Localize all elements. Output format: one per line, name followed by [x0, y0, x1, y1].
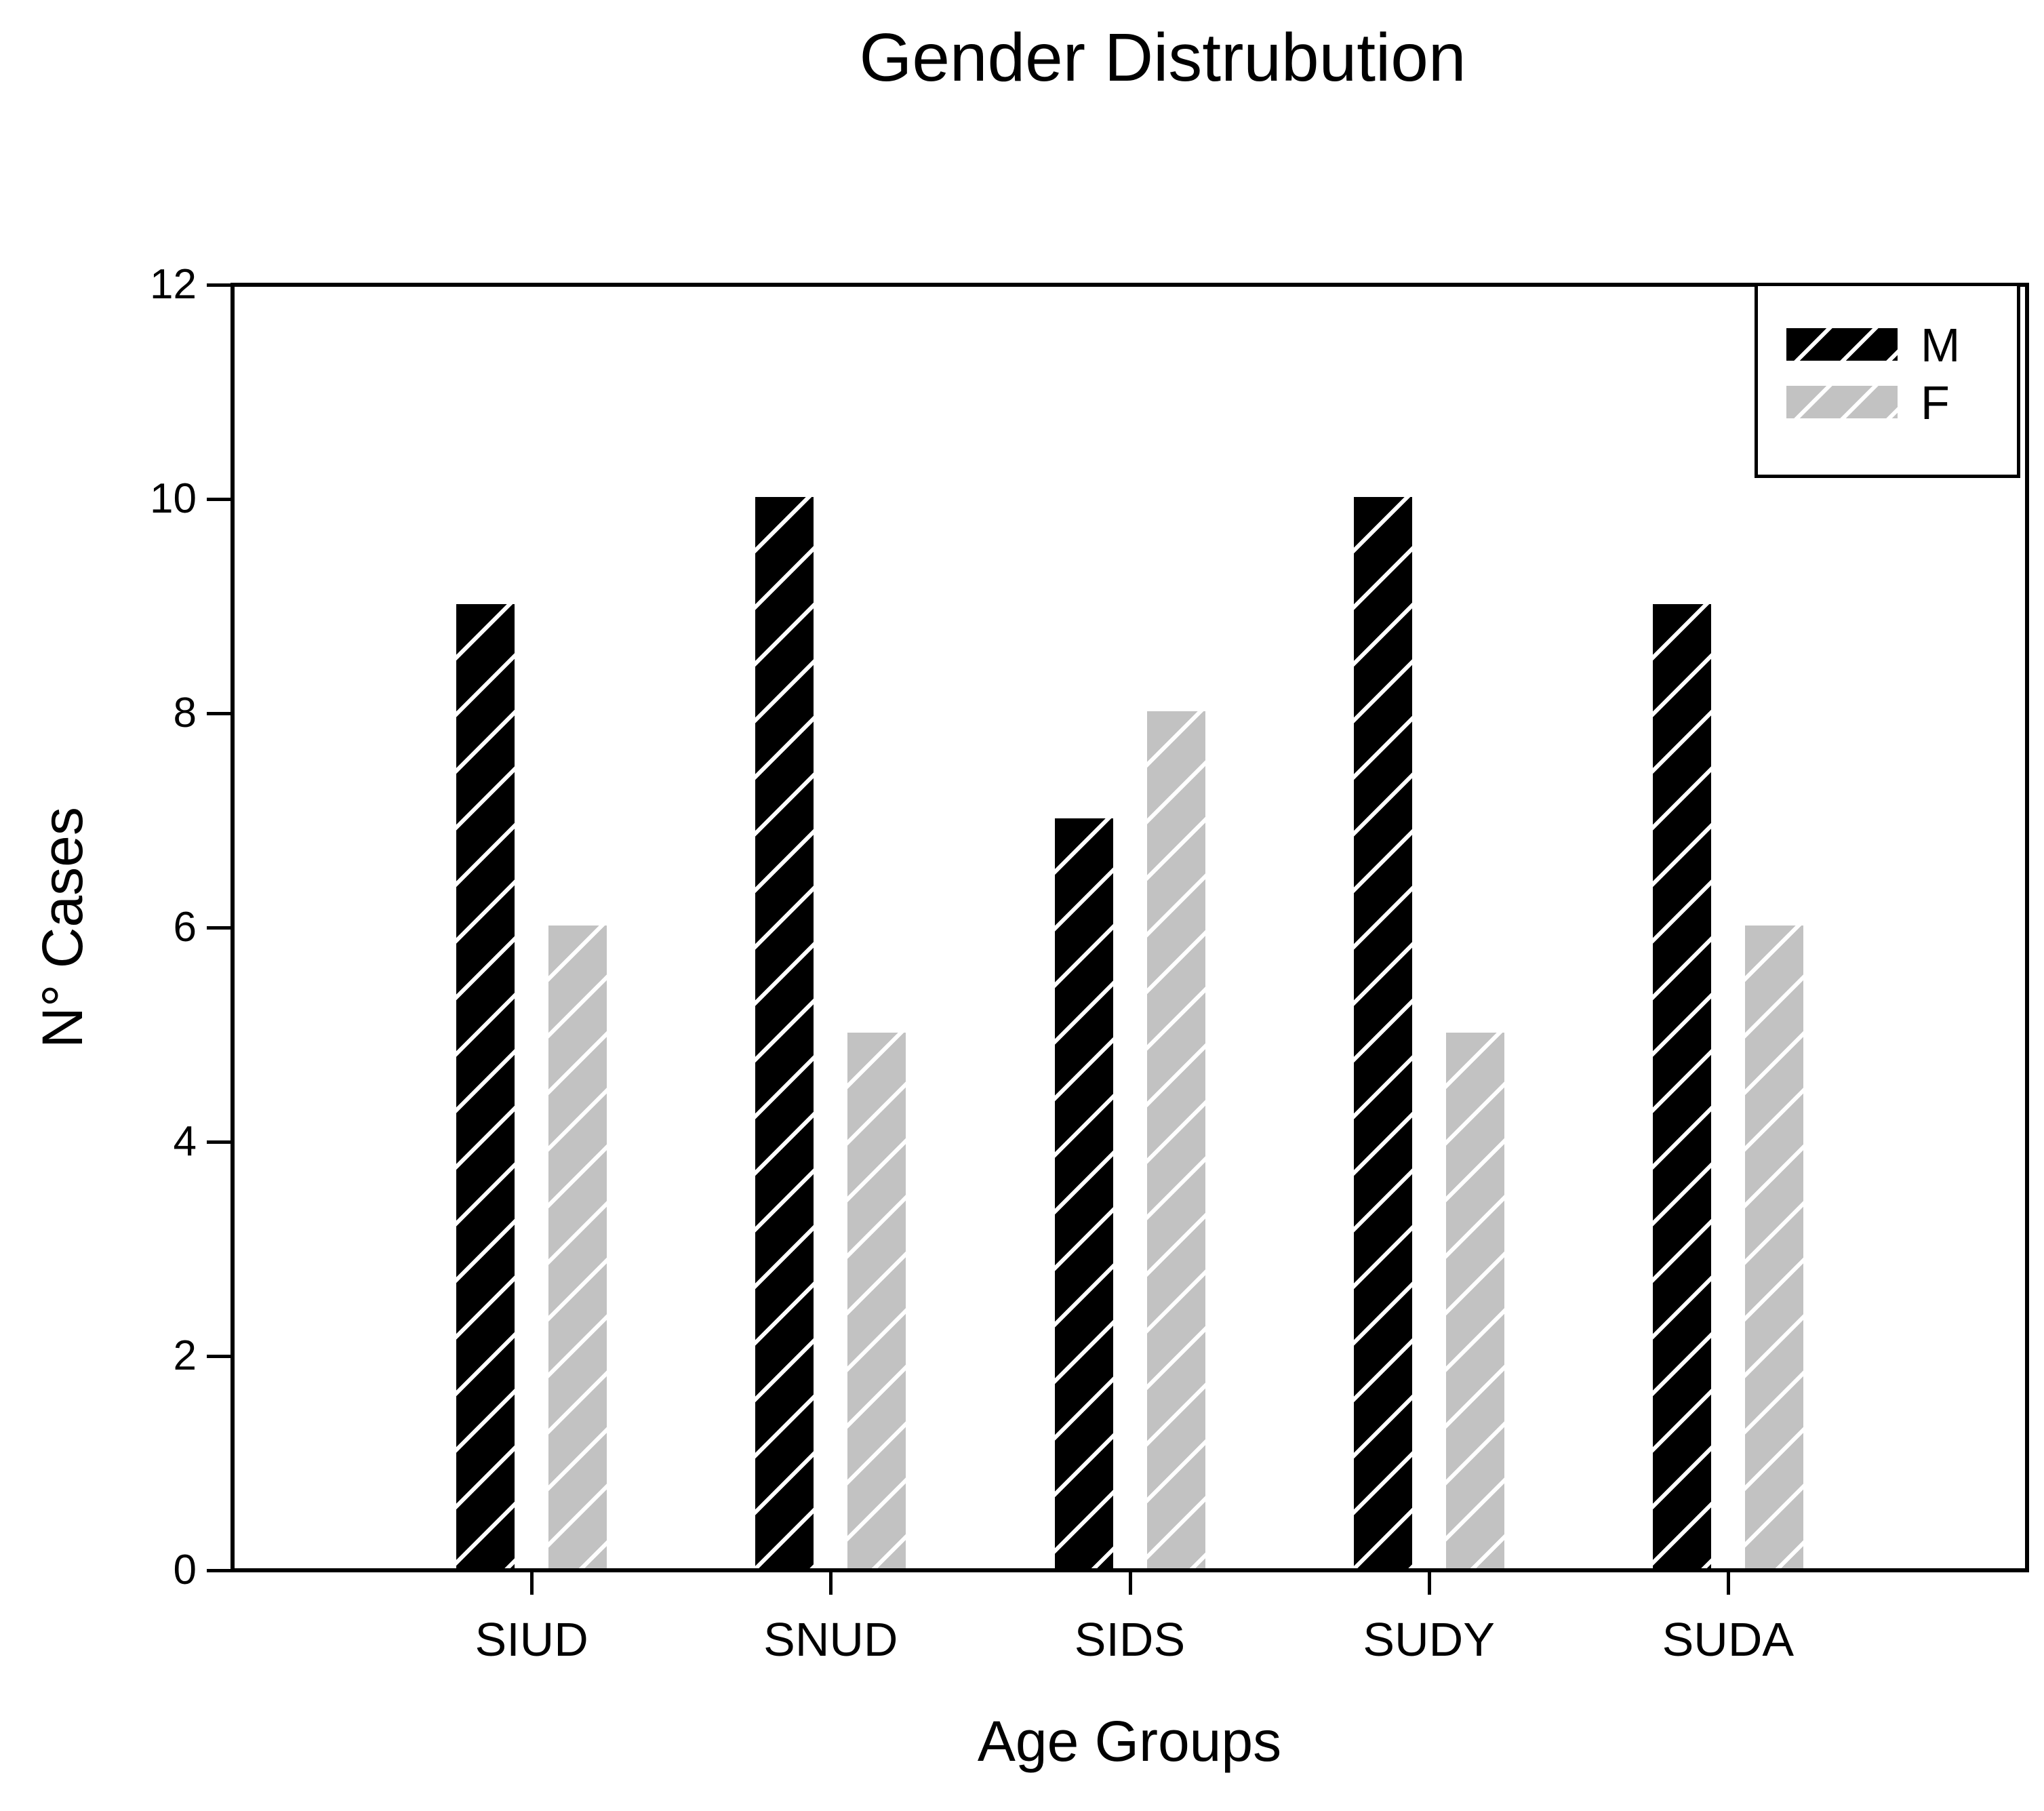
y-tick-label: 6	[173, 904, 197, 951]
y-tick	[207, 498, 231, 501]
x-tick	[829, 1572, 833, 1595]
bar-f-sudy	[1445, 1033, 1504, 1568]
legend-swatch-f	[1786, 386, 1898, 418]
y-tick-label: 2	[173, 1332, 197, 1379]
bar-f-siud	[548, 926, 607, 1568]
plot-area	[231, 283, 2029, 1572]
bar-f-sids	[1146, 711, 1205, 1568]
bar-m-sids	[1054, 818, 1113, 1568]
legend-label-f: F	[1921, 376, 1950, 429]
legend: M F	[1755, 283, 2020, 478]
legend-swatch-m	[1786, 328, 1898, 361]
y-tick	[207, 712, 231, 715]
x-tick-label-snud: SNUD	[763, 1613, 898, 1666]
y-tick	[207, 1569, 231, 1572]
x-tick	[1427, 1572, 1431, 1595]
x-tick	[1128, 1572, 1132, 1595]
x-tick	[530, 1572, 534, 1595]
x-tick-label-sids: SIDS	[1074, 1613, 1186, 1666]
y-tick	[207, 1355, 231, 1358]
y-tick-label: 10	[150, 475, 197, 522]
bar-m-sudy	[1353, 497, 1412, 1568]
y-tick	[207, 283, 231, 287]
x-tick-label-siud: SIUD	[475, 1613, 588, 1666]
bar-m-snud	[755, 497, 814, 1568]
y-tick	[207, 926, 231, 930]
y-tick-label: 4	[173, 1118, 197, 1165]
bar-m-siud	[456, 604, 515, 1568]
legend-label-m: M	[1921, 319, 1961, 372]
bar-m-suda	[1652, 604, 1711, 1568]
y-tick-label: 8	[173, 690, 197, 736]
bar-f-suda	[1744, 926, 1803, 1568]
chart-title: Gender Distrubution	[859, 20, 1466, 96]
bar-f-snud	[847, 1033, 906, 1568]
x-tick-label-sudy: SUDY	[1363, 1613, 1495, 1666]
y-tick	[207, 1140, 231, 1144]
x-tick	[1726, 1572, 1730, 1595]
x-tick-label-suda: SUDA	[1662, 1613, 1795, 1666]
x-axis-title: Age Groups	[977, 1709, 1282, 1773]
y-tick-label: 0	[173, 1547, 197, 1593]
y-axis-title: N° Cases	[31, 807, 94, 1048]
y-tick-label: 12	[150, 261, 197, 308]
